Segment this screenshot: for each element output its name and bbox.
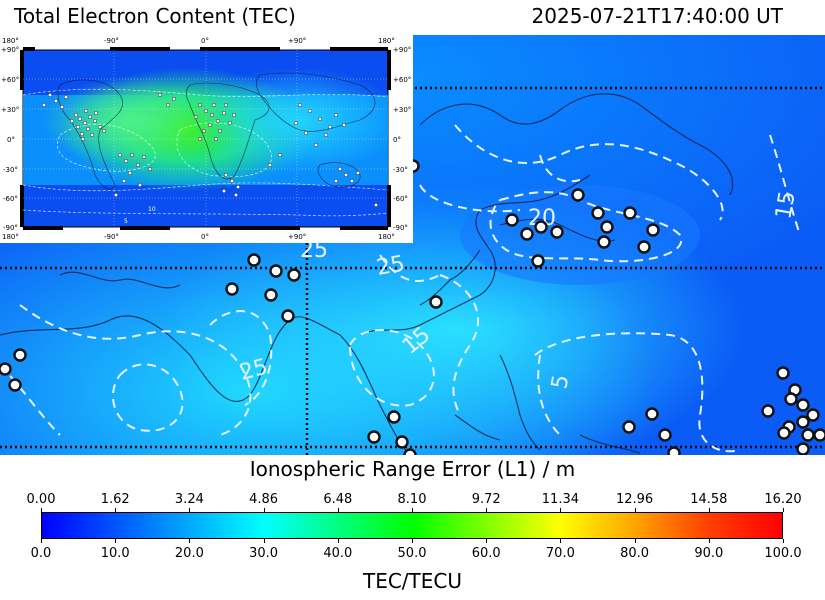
contour-label: 25 — [375, 251, 407, 280]
inset-contour-label: 5 — [124, 218, 128, 225]
tec-tick-label: 0.0 — [30, 546, 52, 561]
inset-lon-label: -90° — [104, 37, 119, 45]
range-error-tick — [189, 508, 191, 512]
range-error-tick-label: 1.62 — [100, 492, 130, 507]
inset-lon-label: 0° — [201, 37, 209, 45]
map-timestamp: 2025-07-21T17:40:00 UT — [531, 4, 783, 28]
range-error-tick-label: 12.96 — [615, 492, 654, 507]
range-error-tick-label: 16.20 — [764, 492, 802, 507]
map-title: Total Electron Content (TEC) — [14, 4, 296, 28]
tec-tick — [263, 539, 265, 543]
inset-station-clusters — [41, 92, 379, 208]
inset-lon-label: -90° — [104, 233, 119, 241]
range-error-tick-label: 9.72 — [471, 492, 501, 507]
tec-tick-label: 80.0 — [620, 546, 650, 561]
tec-tick-label: 40.0 — [323, 546, 353, 561]
inset-edge-bars — [20, 47, 391, 230]
inset-continents — [57, 72, 376, 190]
tec-tick — [41, 539, 42, 543]
tec-tick — [560, 539, 562, 543]
tec-tick-label: 90.0 — [694, 546, 724, 561]
inset-lat-label: +30° — [393, 106, 412, 114]
range-error-tick-label: 0.00 — [26, 492, 56, 507]
tec-tick — [634, 539, 636, 543]
range-error-tick — [560, 508, 562, 512]
tec-tick — [412, 539, 413, 543]
inset-contours — [22, 88, 389, 217]
inset-lat-label: +90° — [393, 46, 412, 54]
range-error-axis-title: Ionospheric Range Error (L1) / m — [249, 457, 576, 481]
inset-lat-label: +30° — [1, 106, 20, 114]
range-error-tick-label: 4.86 — [249, 492, 279, 507]
inset-lat-label: -60° — [3, 195, 18, 203]
inset-lon-label: 180° — [378, 37, 395, 45]
inset-lat-label: -30° — [3, 166, 18, 174]
range-error-tick — [412, 508, 413, 512]
contour-lines — [0, 124, 801, 453]
global-inset-map: 5 10 180° -90° 0° +90° 180° 180° -90° 0°… — [0, 35, 413, 243]
range-error-tick — [783, 508, 784, 512]
range-error-tick — [634, 508, 636, 512]
inset-lat-label: 0° — [7, 136, 15, 144]
inset-lat-label: 0° — [393, 136, 401, 144]
tec-tick-label: 60.0 — [471, 546, 501, 561]
inset-lon-label: 0° — [201, 233, 209, 241]
tec-tick-label: 70.0 — [545, 546, 575, 561]
range-error-tick-label: 6.48 — [323, 492, 353, 507]
inset-glow-asia — [23, 50, 388, 227]
range-error-tick — [263, 508, 265, 512]
grid-lines — [0, 86, 825, 455]
tec-tick-label: 20.0 — [174, 546, 204, 561]
range-error-tick — [337, 508, 339, 512]
range-error-tick-label: 8.10 — [397, 492, 427, 507]
range-error-tick-label: 14.58 — [690, 492, 728, 507]
tec-tick — [189, 539, 191, 543]
tec-tick — [486, 539, 488, 543]
station-markers — [0, 159, 825, 455]
inset-lat-label: -90° — [393, 224, 408, 232]
contour-label: 5 — [547, 373, 574, 391]
range-error-tick — [115, 508, 117, 512]
range-error-tick — [486, 508, 488, 512]
tec-colorbar — [41, 512, 783, 539]
inset-lat-label: -30° — [393, 166, 408, 174]
tec-tick — [708, 539, 710, 543]
inset-lon-label: 180° — [2, 37, 19, 45]
range-error-tick-label: 11.34 — [541, 492, 579, 507]
tec-tick-label: 10.0 — [100, 546, 130, 561]
inset-lon-label: +90° — [288, 233, 307, 241]
tec-tick-label: 30.0 — [249, 546, 279, 561]
tec-axis-title: TEC/TECU — [362, 569, 462, 593]
inset-lat-label: +60° — [1, 76, 20, 84]
range-error-tick — [41, 508, 42, 512]
tec-tick-label: 100.0 — [764, 546, 802, 561]
inset-lon-label: 180° — [378, 233, 395, 241]
inset-lat-label: +90° — [1, 46, 20, 54]
inset-lon-label: +90° — [288, 37, 307, 45]
tec-tick — [783, 539, 784, 543]
contour-label: 15 — [771, 189, 800, 221]
inset-lat-label: -90° — [3, 224, 18, 232]
inset-lon-label: 180° — [2, 233, 19, 241]
tec-tick — [115, 539, 117, 543]
inset-contour-label: 10 — [148, 206, 156, 213]
range-error-tick-label: 3.24 — [174, 492, 204, 507]
tec-tick-label: 50.0 — [397, 546, 427, 561]
inset-lat-label: +60° — [393, 76, 412, 84]
tec-tick — [337, 539, 339, 543]
inset-lat-label: -60° — [393, 195, 408, 203]
range-error-tick — [708, 508, 710, 512]
